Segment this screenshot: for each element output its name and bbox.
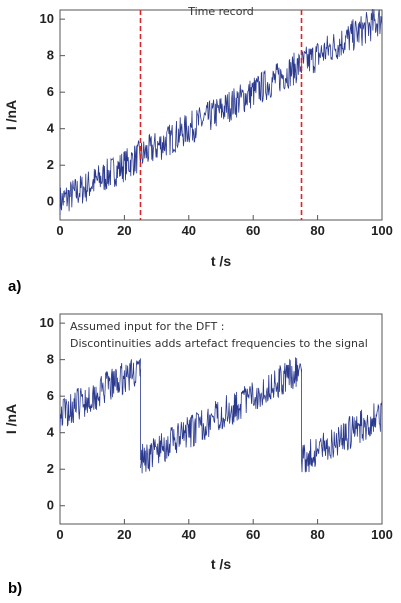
panel-label-a: a) (8, 278, 21, 295)
annotation-line-1: Assumed input for the DFT : (70, 320, 224, 333)
chart-title-a: Time record (187, 5, 254, 18)
y-tick-label: 8 (47, 48, 54, 63)
y-tick-label: 0 (47, 194, 54, 209)
x-tick-label: 0 (56, 223, 63, 238)
panel-label-b: b) (8, 580, 22, 597)
y-tick-label: 2 (47, 461, 54, 476)
x-tick-label: 40 (182, 527, 196, 542)
y-tick-label: 6 (47, 84, 54, 99)
x-tick-label: 60 (246, 223, 260, 238)
chart-b: Assumed input for the DFT : Discontinuit… (3, 313, 393, 572)
chart-a: Time record 0 20 40 60 80 100 0 2 4 6 8 10 t /s I … (3, 5, 393, 269)
series-a (59, 8, 383, 219)
series-b (59, 357, 383, 474)
x-tick-label: 60 (246, 527, 260, 542)
x-tick-label: 80 (310, 223, 324, 238)
x-tick-label: 80 (310, 527, 324, 542)
y-tick-label: 10 (40, 11, 54, 26)
y-tick-label: 2 (47, 157, 54, 172)
series-line (59, 8, 383, 219)
series-line (140, 357, 302, 474)
annotation-line-2: Discontinuities adds artefact frequencie… (70, 337, 368, 350)
y-axis-label-b: I /nA (3, 404, 19, 434)
y-ticks-a: 0 2 4 6 8 10 (40, 11, 65, 209)
series-line (59, 358, 141, 431)
y-tick-label: 10 (40, 315, 54, 330)
y-ticks-b: 0 2 4 6 8 10 (40, 315, 65, 513)
x-tick-label: 100 (371, 223, 393, 238)
x-ticks-b: 0 20 40 60 80 100 (56, 519, 393, 542)
x-tick-label: 100 (371, 527, 393, 542)
plot-frame-a (59, 9, 383, 221)
y-tick-label: 0 (47, 498, 54, 513)
y-tick-label: 4 (47, 425, 55, 440)
y-tick-label: 8 (47, 352, 54, 367)
x-axis-label-a: t /s (211, 253, 231, 269)
x-tick-label: 20 (117, 527, 131, 542)
series-line (301, 400, 383, 473)
x-ticks-a: 0 20 40 60 80 100 (56, 215, 393, 238)
y-tick-label: 4 (47, 121, 55, 136)
x-axis-label-b: t /s (211, 556, 231, 572)
x-tick-label: 20 (117, 223, 131, 238)
y-axis-label-a: I /nA (3, 100, 19, 130)
y-tick-label: 6 (47, 388, 54, 403)
markers-a (139, 10, 303, 220)
x-tick-label: 40 (182, 223, 196, 238)
x-tick-label: 0 (56, 527, 63, 542)
